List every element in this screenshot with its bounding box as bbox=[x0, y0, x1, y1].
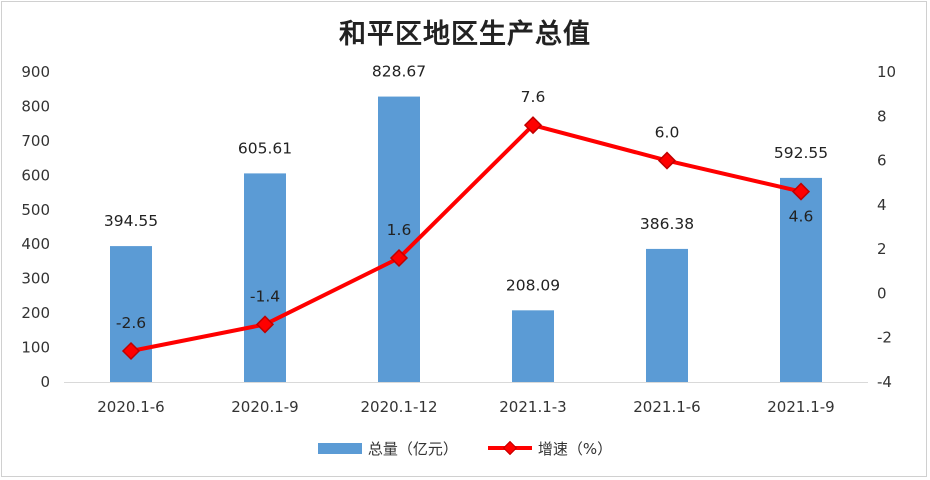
y-left-tick-label: 200 bbox=[21, 304, 50, 322]
y-right-tick-label: 0 bbox=[877, 284, 887, 302]
x-tick-label: 2021.1-3 bbox=[499, 398, 566, 416]
y-left-tick-label: 400 bbox=[21, 235, 50, 253]
chart-title: 和平区地区生产总值 bbox=[339, 19, 591, 50]
y-axis-right: -4 -2 0 2 4 6 8 10 bbox=[877, 63, 896, 391]
y-right-tick-label: 6 bbox=[877, 152, 887, 170]
y-left-tick-label: 0 bbox=[40, 373, 50, 391]
legend-item-growth: 增速（%） bbox=[487, 438, 613, 459]
legend-label-total: 总量（亿元） bbox=[367, 439, 458, 458]
line-marker bbox=[121, 341, 141, 361]
line-marker bbox=[389, 248, 409, 268]
x-tick-label: 2021.1-6 bbox=[633, 398, 700, 416]
legend-item-total: 总量（亿元） bbox=[317, 438, 458, 459]
legend: 总量（亿元） 增速（%） bbox=[0, 436, 930, 460]
line-value-label: -1.4 bbox=[250, 287, 280, 305]
bar-value-label: 386.38 bbox=[640, 215, 694, 233]
y-left-tick-label: 500 bbox=[21, 201, 50, 219]
line-marker bbox=[791, 182, 811, 201]
x-tick-label: 2020.1-12 bbox=[361, 398, 438, 416]
legend-swatch-line bbox=[487, 440, 532, 456]
bar-value-label: 828.67 bbox=[372, 63, 426, 81]
line-marker bbox=[523, 116, 543, 135]
bar-value-label: 592.55 bbox=[774, 144, 828, 162]
legend-swatch-bar bbox=[317, 442, 362, 454]
bar-data-labels: 394.55 605.61 828.67 208.09 386.38 592.55 bbox=[104, 63, 828, 295]
bar bbox=[780, 177, 822, 382]
x-tick-label: 2020.1-6 bbox=[97, 398, 164, 416]
legend-label-growth: 增速（%） bbox=[537, 439, 613, 458]
line-value-label: 6.0 bbox=[655, 124, 680, 142]
bar-value-label: 208.09 bbox=[506, 276, 560, 294]
y-right-tick-label: -4 bbox=[877, 373, 892, 391]
y-right-tick-label: -2 bbox=[877, 329, 892, 347]
bar-value-label: 605.61 bbox=[238, 139, 292, 157]
y-left-tick-label: 900 bbox=[21, 63, 50, 81]
line-value-label: 4.6 bbox=[789, 208, 814, 226]
y-left-tick-label: 300 bbox=[21, 270, 50, 288]
y-right-tick-label: 2 bbox=[877, 240, 887, 258]
y-right-tick-label: 10 bbox=[877, 63, 896, 81]
y-right-tick-label: 8 bbox=[877, 107, 887, 125]
growth-line bbox=[130, 123, 802, 353]
bar bbox=[244, 173, 286, 382]
y-left-tick-label: 100 bbox=[21, 339, 50, 357]
bar-value-label: 394.55 bbox=[104, 212, 158, 230]
y-left-tick-label: 600 bbox=[21, 166, 50, 184]
line-value-label: 7.6 bbox=[521, 88, 546, 106]
line-series bbox=[121, 116, 811, 361]
line-marker bbox=[657, 151, 677, 170]
y-right-tick-label: 4 bbox=[877, 196, 887, 214]
y-left-tick-label: 700 bbox=[21, 132, 50, 150]
line-data-labels: -2.6 -1.4 1.6 7.6 6.0 4.6 bbox=[116, 88, 813, 332]
line-value-label: 1.6 bbox=[387, 221, 412, 239]
line-value-label: -2.6 bbox=[116, 314, 146, 332]
x-axis: 2020.1-6 2020.1-9 2020.1-12 2021.1-3 2021.1-… bbox=[97, 398, 834, 416]
y-axis-left: 0 100 200 300 400 500 600 700 800 900 bbox=[21, 63, 50, 391]
x-tick-label: 2021.1-9 bbox=[767, 398, 834, 416]
y-left-tick-label: 800 bbox=[21, 97, 50, 115]
bar bbox=[646, 248, 688, 382]
x-tick-label: 2020.1-9 bbox=[231, 398, 298, 416]
bar bbox=[512, 310, 554, 382]
bar bbox=[378, 96, 420, 383]
line-marker bbox=[255, 315, 275, 334]
bar-series bbox=[110, 96, 822, 383]
